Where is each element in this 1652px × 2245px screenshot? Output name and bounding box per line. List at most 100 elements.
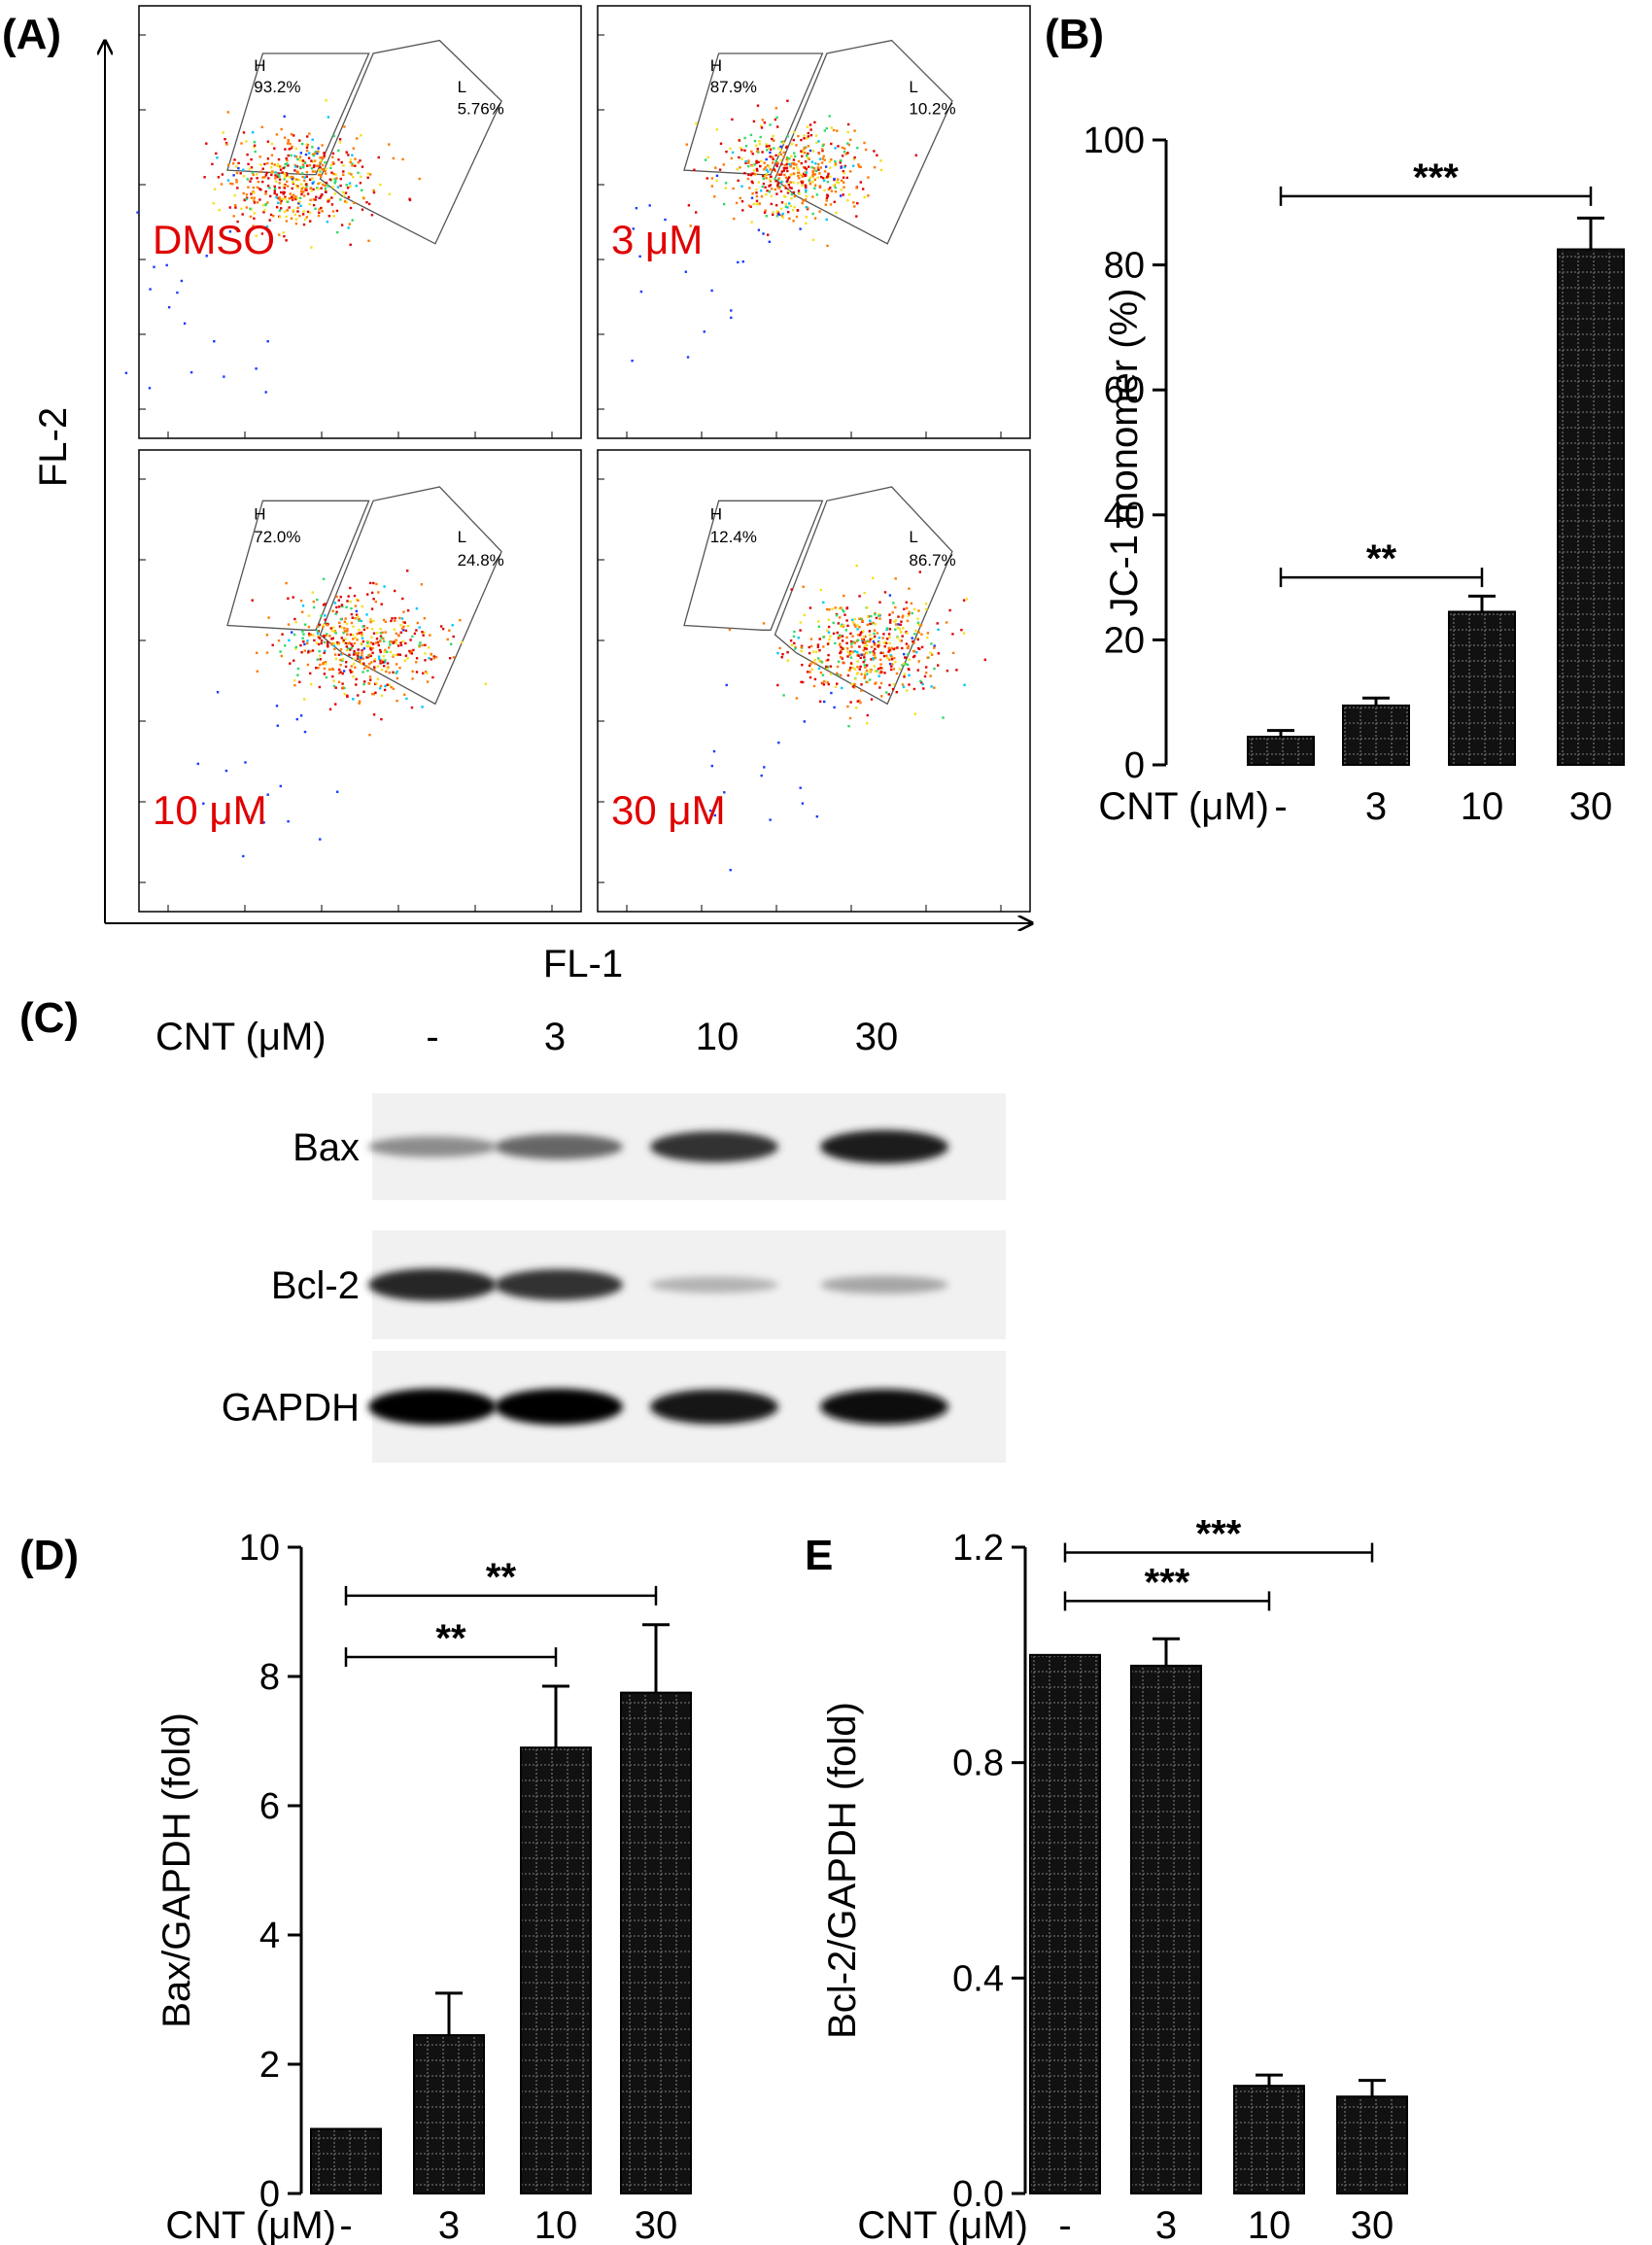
blot-band — [650, 1389, 778, 1425]
scatter-event — [294, 155, 298, 158]
scatter-event — [260, 125, 263, 128]
scatter-event — [241, 213, 244, 216]
scatter-event — [864, 672, 867, 675]
scatter-event — [484, 682, 488, 685]
scatter-event — [903, 607, 906, 610]
scatter-event — [403, 693, 406, 696]
scatter-event — [270, 142, 274, 146]
scatter-event — [324, 618, 327, 621]
scatter-event — [765, 173, 768, 176]
scatter-event — [786, 169, 789, 173]
scatter-event — [415, 661, 418, 664]
scatter-event — [411, 635, 414, 639]
scatter-event — [265, 651, 269, 654]
scatter-event — [885, 627, 889, 630]
scatter-outlier — [686, 356, 690, 359]
scatter-cloud — [631, 99, 917, 363]
scatter-event — [431, 675, 434, 679]
scatter-event — [827, 682, 830, 686]
scatter-event — [332, 630, 336, 634]
scatter-event — [808, 651, 811, 655]
scatter-event — [339, 664, 342, 667]
scatter-event — [347, 595, 350, 598]
scatter-event — [394, 589, 396, 593]
scatter-event — [420, 583, 424, 586]
scatter-outlier — [803, 720, 806, 723]
scatter-event — [416, 621, 419, 625]
scatter-outlier — [319, 838, 322, 841]
scatter-event — [920, 633, 923, 636]
scatter-event — [852, 201, 855, 204]
scatter-event — [797, 134, 800, 138]
scatter-event — [736, 168, 739, 171]
scatter-event — [341, 659, 344, 663]
scatter-event — [322, 183, 325, 187]
scatter-event — [792, 167, 795, 170]
scatter-event — [838, 634, 841, 637]
scatter-outlier — [799, 786, 802, 789]
scatter-event — [888, 683, 891, 687]
scatter-event — [902, 614, 905, 617]
scatter-event — [760, 195, 764, 198]
scatter-event — [945, 621, 948, 624]
scatter-event — [783, 185, 786, 188]
scatter-event — [266, 185, 270, 188]
scatter-event — [826, 680, 829, 684]
scatter-event — [732, 187, 735, 190]
scatter-event — [942, 716, 945, 719]
scatter-event — [903, 652, 906, 656]
category-label: - — [1274, 785, 1287, 828]
scatter-event — [882, 633, 885, 636]
scatter-event — [715, 174, 719, 177]
scatter-event — [817, 162, 820, 166]
scatter-event — [788, 176, 791, 179]
scatter-event — [280, 190, 283, 194]
scatter-event — [774, 180, 777, 183]
category-label: 30 — [1569, 785, 1613, 828]
scatter-event — [774, 204, 778, 207]
scatter-event — [398, 653, 402, 656]
scatter-event — [342, 173, 345, 176]
scatter-event — [755, 191, 758, 194]
scatter-event — [281, 171, 284, 174]
scatter-event — [809, 675, 812, 679]
scatter-event — [334, 703, 337, 706]
scatter-event — [809, 638, 813, 640]
scatter-event — [863, 141, 866, 145]
significance-stars: ** — [1366, 537, 1397, 580]
scatter-event — [819, 166, 822, 169]
scatter-event — [426, 672, 429, 674]
scatter-event — [253, 141, 257, 144]
scatter-event — [353, 201, 356, 204]
scatter-event — [816, 643, 820, 646]
scatter-event — [307, 625, 311, 629]
scatter-outlier — [264, 391, 267, 394]
scatter-event — [777, 147, 780, 150]
scatter-event — [762, 622, 766, 625]
scatter-event — [353, 594, 357, 598]
scatter-event — [842, 193, 844, 196]
scatter-event — [276, 162, 280, 166]
scatter-event — [274, 177, 277, 180]
scatter-event — [888, 636, 891, 639]
scatter-event — [917, 660, 920, 663]
scatter-event — [878, 614, 880, 617]
scatter-event — [361, 189, 363, 191]
scatter-event — [983, 658, 986, 661]
scatter-event — [368, 618, 372, 621]
scatter-event — [892, 683, 896, 686]
scatter-event — [776, 186, 779, 189]
scatter-event — [774, 107, 777, 110]
scatter-event — [337, 680, 341, 683]
panel-label-a: (A) — [2, 11, 61, 58]
scatter-event — [801, 155, 804, 157]
scatter-event — [782, 141, 785, 145]
scatter-event — [379, 684, 383, 688]
gate-high-label: H — [710, 56, 722, 75]
scatter-event — [312, 155, 316, 157]
scatter-event — [695, 122, 698, 125]
scatter-event — [294, 223, 298, 225]
scatter-event — [781, 216, 784, 219]
scatter-event — [309, 211, 312, 214]
scatter-event — [749, 205, 752, 208]
